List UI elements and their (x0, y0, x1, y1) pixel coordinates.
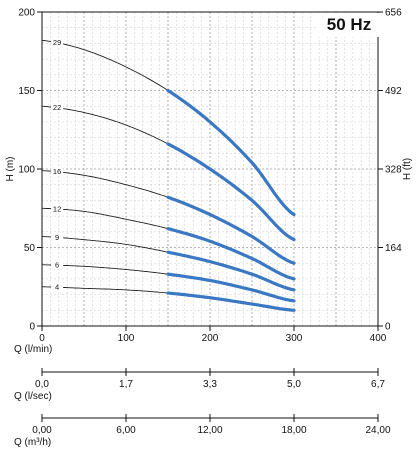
series-label: 12 (53, 204, 61, 213)
secondary-axis-tick-label: 5,0 (287, 379, 301, 390)
secondary-axis-tick-label: 0,0 (35, 379, 49, 390)
y-axis-label-right: H (ft) (402, 158, 413, 180)
secondary-axis-tick-label: 1,7 (119, 379, 133, 390)
chart-title: 50 Hz (318, 13, 380, 37)
y-tick-label-right: 656 (385, 8, 402, 19)
x-axis-label: Q (l/min) (14, 344, 52, 355)
secondary-axis-label: Q (m³/h) (14, 437, 51, 448)
y-tick-label: 100 (18, 165, 35, 176)
grid (41, 11, 379, 327)
series-label-bg (51, 37, 64, 47)
curve-operating-range (166, 142, 296, 242)
series-label-bg (51, 166, 64, 176)
y-tick-label-right: 164 (385, 243, 402, 254)
series-6: 6 (42, 260, 296, 303)
series-12: 12 (42, 203, 296, 281)
y-tick-label: 150 (18, 86, 35, 97)
x-tick-label: 300 (286, 333, 303, 344)
series-label: 9 (55, 233, 59, 242)
y-tick-label-right: 328 (385, 165, 402, 176)
series-label: 6 (55, 261, 59, 270)
x-tick-label: 100 (118, 333, 135, 344)
y-tick-label: 0 (29, 322, 35, 333)
series-16: 16 (41, 166, 296, 265)
y-axis-label: H (m) (5, 157, 16, 182)
series-4: 4 (42, 282, 296, 312)
curve-operating-range (166, 250, 296, 292)
y-tick-label: 50 (24, 243, 36, 254)
curve-operating-range (166, 272, 296, 303)
series-22: 22 (41, 102, 296, 242)
x-tick-label: 0 (39, 333, 45, 344)
secondary-axis-tick-label: 0,00 (32, 425, 52, 436)
secondary-axis-tick-label: 3,3 (203, 379, 217, 390)
series-label-bg (51, 232, 64, 242)
series-29: 29 (41, 37, 296, 217)
y-tick-label: 200 (18, 8, 35, 19)
series-label-bg (51, 102, 64, 112)
secondary-axis-tick-label: 18,00 (281, 425, 306, 436)
curve-operating-range (166, 227, 296, 281)
series-label: 22 (53, 103, 61, 112)
series-label-bg (51, 282, 64, 292)
x-tick-label: 200 (202, 333, 219, 344)
curve-operating-range (166, 88, 296, 217)
secondary-axis-tick-label: 6,7 (371, 379, 385, 390)
series-9: 9 (41, 232, 296, 292)
series-label: 4 (55, 283, 59, 292)
curve-operating-range (166, 291, 296, 312)
x-tick-label: 400 (370, 333, 387, 344)
curve-operating-range (166, 195, 296, 265)
y-tick-label-right: 492 (385, 86, 402, 97)
series-label: 29 (53, 38, 61, 47)
series-label-bg (51, 260, 64, 270)
series-label-bg (51, 203, 64, 213)
secondary-axis-tick-label: 6,00 (116, 425, 136, 436)
secondary-axis-tick-label: 12,00 (197, 425, 222, 436)
y-tick-label-right: 0 (385, 322, 391, 333)
secondary-axis-tick-label: 24,00 (365, 425, 390, 436)
secondary-axis-label: Q (l/sec) (14, 391, 52, 402)
series-label: 16 (53, 167, 61, 176)
